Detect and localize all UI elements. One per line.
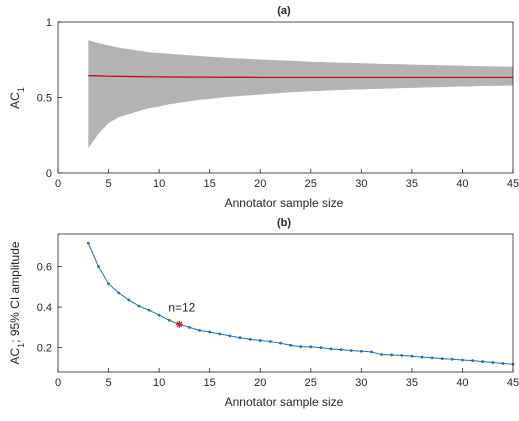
- panel-a-y-label-main: AC: [8, 92, 22, 109]
- b-x-tick-label: 25: [305, 377, 317, 389]
- a-x-tick-label: 45: [507, 178, 519, 190]
- b-y-tick-label: 0.6: [37, 261, 52, 273]
- a-x-tick-label: 0: [55, 178, 61, 190]
- panel-b-y-label-sub: 1: [16, 343, 26, 348]
- panel-b-y-axis-label: AC1; 95% CI amplitude: [8, 241, 26, 364]
- highlight-marker-stroke: [176, 321, 183, 328]
- data-point: [400, 353, 404, 357]
- data-point: [157, 313, 161, 317]
- data-point: [299, 345, 303, 349]
- a-x-tick-label: 25: [305, 178, 317, 190]
- data-point: [329, 347, 333, 351]
- data-point: [440, 357, 444, 361]
- confidence-band: [88, 40, 513, 149]
- a-y-tick-label: 1: [46, 17, 52, 29]
- panel-a-band-group: [88, 40, 513, 149]
- data-point: [481, 360, 485, 364]
- data-point: [450, 357, 454, 361]
- data-point: [107, 282, 110, 286]
- b-y-tick-label: 0.2: [37, 343, 52, 355]
- data-point: [86, 241, 90, 245]
- panel-b-title: (b): [277, 217, 291, 229]
- data-point: [167, 318, 171, 322]
- a-y-tick-label: 0.5: [37, 93, 52, 105]
- b-x-tick-label: 5: [105, 377, 111, 389]
- data-point: [461, 358, 464, 362]
- panel-b-markers-group: [86, 241, 515, 366]
- a-x-tick-label: 5: [105, 178, 111, 190]
- b-x-tick-label: 20: [254, 377, 266, 389]
- panel-a-mean-group: [88, 75, 513, 79]
- b-x-tick-label: 10: [153, 377, 165, 389]
- panel-a: (a) 0 5 10 15 20 25 30 35 40 45 00.51 Annotator s…: [8, 5, 519, 210]
- panel-b-highlight-group: n=12: [168, 300, 196, 328]
- a-x-tick-label: 40: [456, 178, 468, 190]
- panel-a-title: (a): [277, 5, 291, 17]
- data-point: [268, 340, 272, 343]
- data-point: [218, 332, 222, 336]
- data-point: [147, 308, 151, 312]
- b-y-tick-label: 0.4: [37, 302, 52, 314]
- b-x-tick-label: 0: [55, 377, 61, 389]
- panel-b-x-ticks: 0 5 10 15 20 25 30 35 40 45: [55, 368, 519, 389]
- panel-b-y-label-rest: ; 95% CI amplitude: [8, 241, 22, 343]
- data-point: [289, 343, 292, 347]
- a-x-tick-label: 20: [254, 178, 266, 190]
- b-x-tick-label: 35: [406, 377, 418, 389]
- data-point: [228, 334, 232, 338]
- panel-b-y-ticks: 0.2 0.4 0.6: [37, 261, 62, 355]
- data-point: [127, 298, 131, 302]
- b-x-tick-label: 15: [204, 377, 216, 389]
- data-point: [390, 353, 394, 357]
- b-x-tick-label: 40: [456, 377, 468, 389]
- data-point: [238, 336, 242, 340]
- data-point: [471, 359, 474, 363]
- data-point: [359, 349, 363, 353]
- highlight-marker: [175, 320, 183, 328]
- data-point: [339, 348, 343, 352]
- panel-a-y-label-sub: 1: [16, 87, 26, 92]
- data-point: [410, 354, 414, 358]
- data-point: [430, 356, 434, 360]
- panel-b-x-axis-label: Annotator sample size: [225, 395, 344, 409]
- data-point: [117, 291, 121, 295]
- panel-b: (b) n=12 0 5 10 15 20 25 30 35 40 45 0.2 0.4 0.6 An…: [8, 217, 519, 409]
- data-point: [349, 349, 353, 352]
- data-point: [491, 361, 495, 364]
- data-point: [319, 346, 323, 350]
- data-point: [501, 362, 505, 365]
- highlight-label: n=12: [168, 300, 195, 314]
- a-y-tick-label: 0: [46, 168, 52, 180]
- b-x-tick-label: 30: [355, 377, 367, 389]
- data-point: [188, 325, 191, 329]
- data-point: [97, 265, 100, 268]
- a-x-tick-label: 35: [406, 178, 418, 190]
- data-point: [380, 353, 383, 356]
- panel-a-y-ticks: 00.51: [37, 17, 62, 180]
- data-point: [279, 341, 282, 345]
- panel-b-axes-frame: [57, 233, 514, 373]
- data-point: [309, 345, 313, 349]
- panel-a-y-axis-label: AC1: [8, 87, 26, 109]
- b-x-tick-label: 45: [507, 377, 519, 389]
- panel-b-y-label-main: AC: [8, 348, 22, 365]
- data-point: [258, 339, 262, 342]
- a-x-tick-label: 15: [204, 178, 216, 190]
- mean-line: [88, 75, 513, 79]
- panel-a-x-ticks: 0 5 10 15 20 25 30 35 40 45: [55, 169, 519, 190]
- data-point: [248, 337, 252, 341]
- data-point: [370, 350, 373, 354]
- a-x-tick-label: 10: [153, 178, 165, 190]
- data-point: [420, 355, 424, 359]
- data-point: [208, 330, 212, 334]
- data-point: [198, 328, 201, 332]
- panel-a-x-axis-label: Annotator sample size: [225, 196, 344, 210]
- a-x-tick-label: 30: [355, 178, 367, 190]
- data-point: [137, 304, 141, 308]
